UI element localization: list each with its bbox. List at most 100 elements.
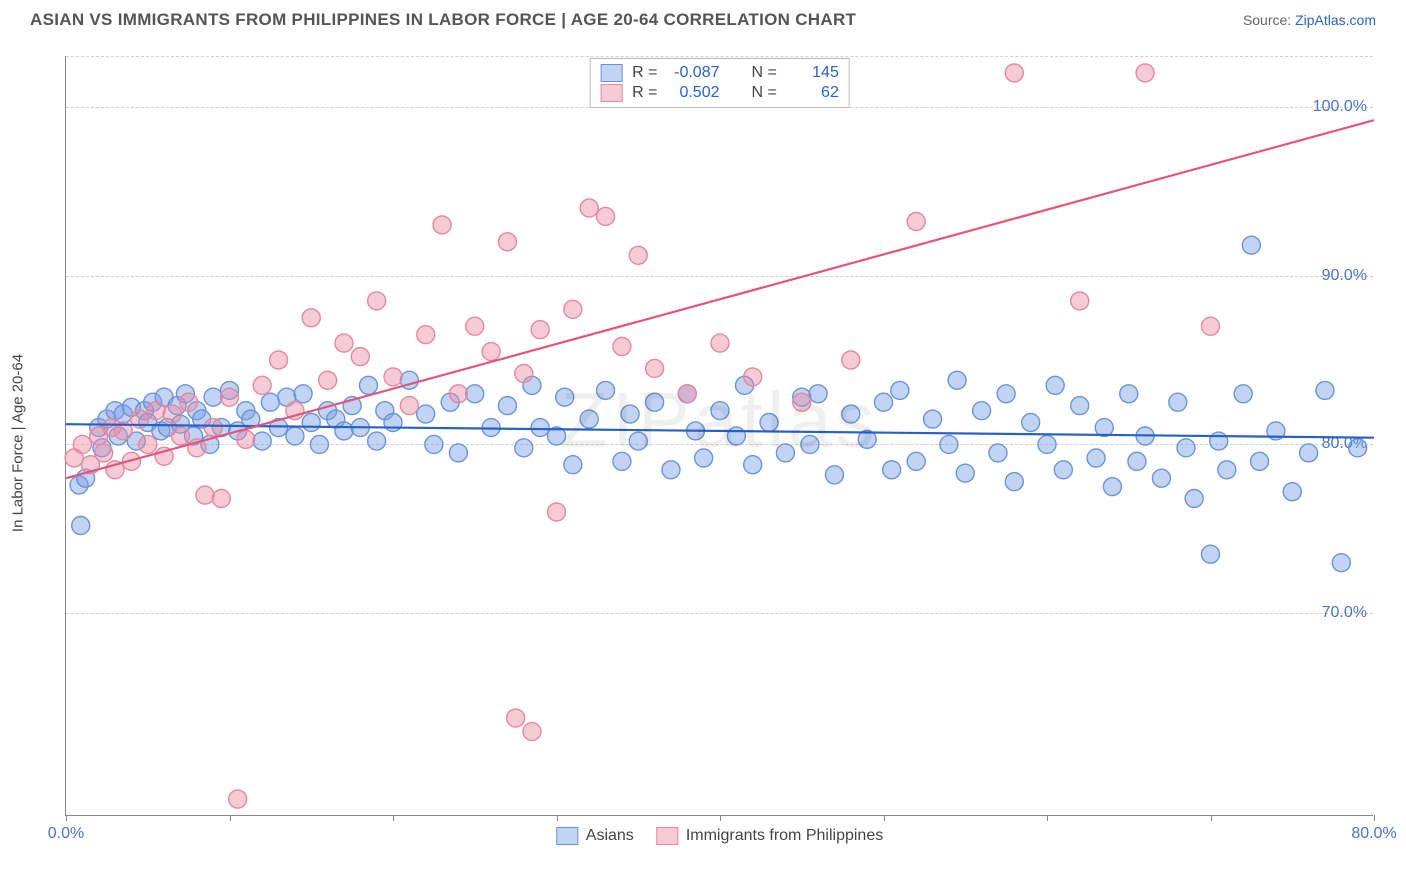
data-point <box>646 393 664 411</box>
data-point <box>744 368 762 386</box>
data-point <box>482 343 500 361</box>
swatch-asians-icon <box>556 827 578 845</box>
data-point <box>1071 292 1089 310</box>
scatter-svg <box>66 56 1373 815</box>
data-point <box>1046 376 1064 394</box>
data-point <box>842 405 860 423</box>
data-point <box>515 439 533 457</box>
data-point <box>498 397 516 415</box>
data-point <box>359 376 377 394</box>
data-point <box>907 452 925 470</box>
data-point <box>556 388 574 406</box>
chart-header: ASIAN VS IMMIGRANTS FROM PHILIPPINES IN … <box>0 0 1406 38</box>
data-point <box>597 207 615 225</box>
data-point <box>760 413 778 431</box>
n-label: N = <box>752 84 777 102</box>
data-point <box>302 309 320 327</box>
data-point <box>727 427 745 445</box>
data-point <box>875 393 893 411</box>
chart-title: ASIAN VS IMMIGRANTS FROM PHILIPPINES IN … <box>30 10 856 30</box>
data-point <box>564 456 582 474</box>
data-point <box>940 435 958 453</box>
y-axis-label: In Labor Force | Age 20-64 <box>10 354 27 532</box>
data-point <box>351 348 369 366</box>
data-point <box>425 435 443 453</box>
data-point <box>695 449 713 467</box>
data-point <box>73 435 91 453</box>
data-point <box>204 419 222 437</box>
data-point <box>1128 452 1146 470</box>
source-attribution: Source: ZipAtlas.com <box>1243 12 1376 28</box>
x-tick-label: 80.0% <box>1351 825 1396 843</box>
data-point <box>449 444 467 462</box>
data-point <box>1136 64 1154 82</box>
n-value-asians: 145 <box>787 64 839 82</box>
data-point <box>956 464 974 482</box>
data-point <box>270 351 288 369</box>
x-tick-label: 0.0% <box>48 825 84 843</box>
legend-label-asians: Asians <box>586 827 634 845</box>
n-value-philippines: 62 <box>787 84 839 102</box>
data-point <box>180 393 198 411</box>
data-point <box>907 213 925 231</box>
data-point <box>973 402 991 420</box>
x-tick <box>393 815 394 821</box>
chart-container: In Labor Force | Age 20-64 R = -0.087 N … <box>30 48 1376 838</box>
plot-area: R = -0.087 N = 145 R = 0.502 N = 62 ZIPa… <box>65 56 1373 816</box>
data-point <box>171 427 189 445</box>
data-point <box>1300 444 1318 462</box>
data-point <box>466 317 484 335</box>
swatch-philippines-icon <box>656 827 678 845</box>
data-point <box>891 381 909 399</box>
data-point <box>253 432 271 450</box>
n-label: N = <box>752 64 777 82</box>
data-point <box>302 413 320 431</box>
data-point <box>417 326 435 344</box>
data-point <box>515 365 533 383</box>
data-point <box>384 413 402 431</box>
data-point <box>793 393 811 411</box>
source-link[interactable]: ZipAtlas.com <box>1295 12 1376 28</box>
data-point <box>629 246 647 264</box>
data-point <box>507 709 525 727</box>
data-point <box>948 371 966 389</box>
data-point <box>711 402 729 420</box>
data-point <box>1054 461 1072 479</box>
data-point <box>1169 393 1187 411</box>
data-point <box>580 410 598 428</box>
data-point <box>95 444 113 462</box>
data-point <box>335 334 353 352</box>
data-point <box>1022 413 1040 431</box>
x-tick <box>557 815 558 821</box>
data-point <box>1005 473 1023 491</box>
legend-label-philippines: Immigrants from Philippines <box>686 827 883 845</box>
data-point <box>1202 317 1220 335</box>
data-point <box>1316 381 1334 399</box>
data-point <box>597 381 615 399</box>
r-value-philippines: 0.502 <box>668 84 720 102</box>
data-point <box>613 452 631 470</box>
data-point <box>368 432 386 450</box>
data-point <box>261 393 279 411</box>
data-point <box>466 385 484 403</box>
stats-row-asians: R = -0.087 N = 145 <box>600 63 839 83</box>
data-point <box>335 422 353 440</box>
data-point <box>1349 439 1367 457</box>
data-point <box>253 376 271 394</box>
r-value-asians: -0.087 <box>668 64 720 82</box>
x-tick <box>1211 815 1212 821</box>
data-point <box>613 337 631 355</box>
data-point <box>621 405 639 423</box>
data-point <box>139 435 157 453</box>
data-point <box>221 388 239 406</box>
x-tick <box>1374 815 1375 821</box>
r-label: R = <box>632 84 657 102</box>
data-point <box>1251 452 1269 470</box>
x-tick <box>884 815 885 821</box>
data-point <box>237 430 255 448</box>
data-point <box>163 405 181 423</box>
data-point <box>711 334 729 352</box>
x-tick <box>230 815 231 821</box>
data-point <box>646 359 664 377</box>
data-point <box>310 435 328 453</box>
